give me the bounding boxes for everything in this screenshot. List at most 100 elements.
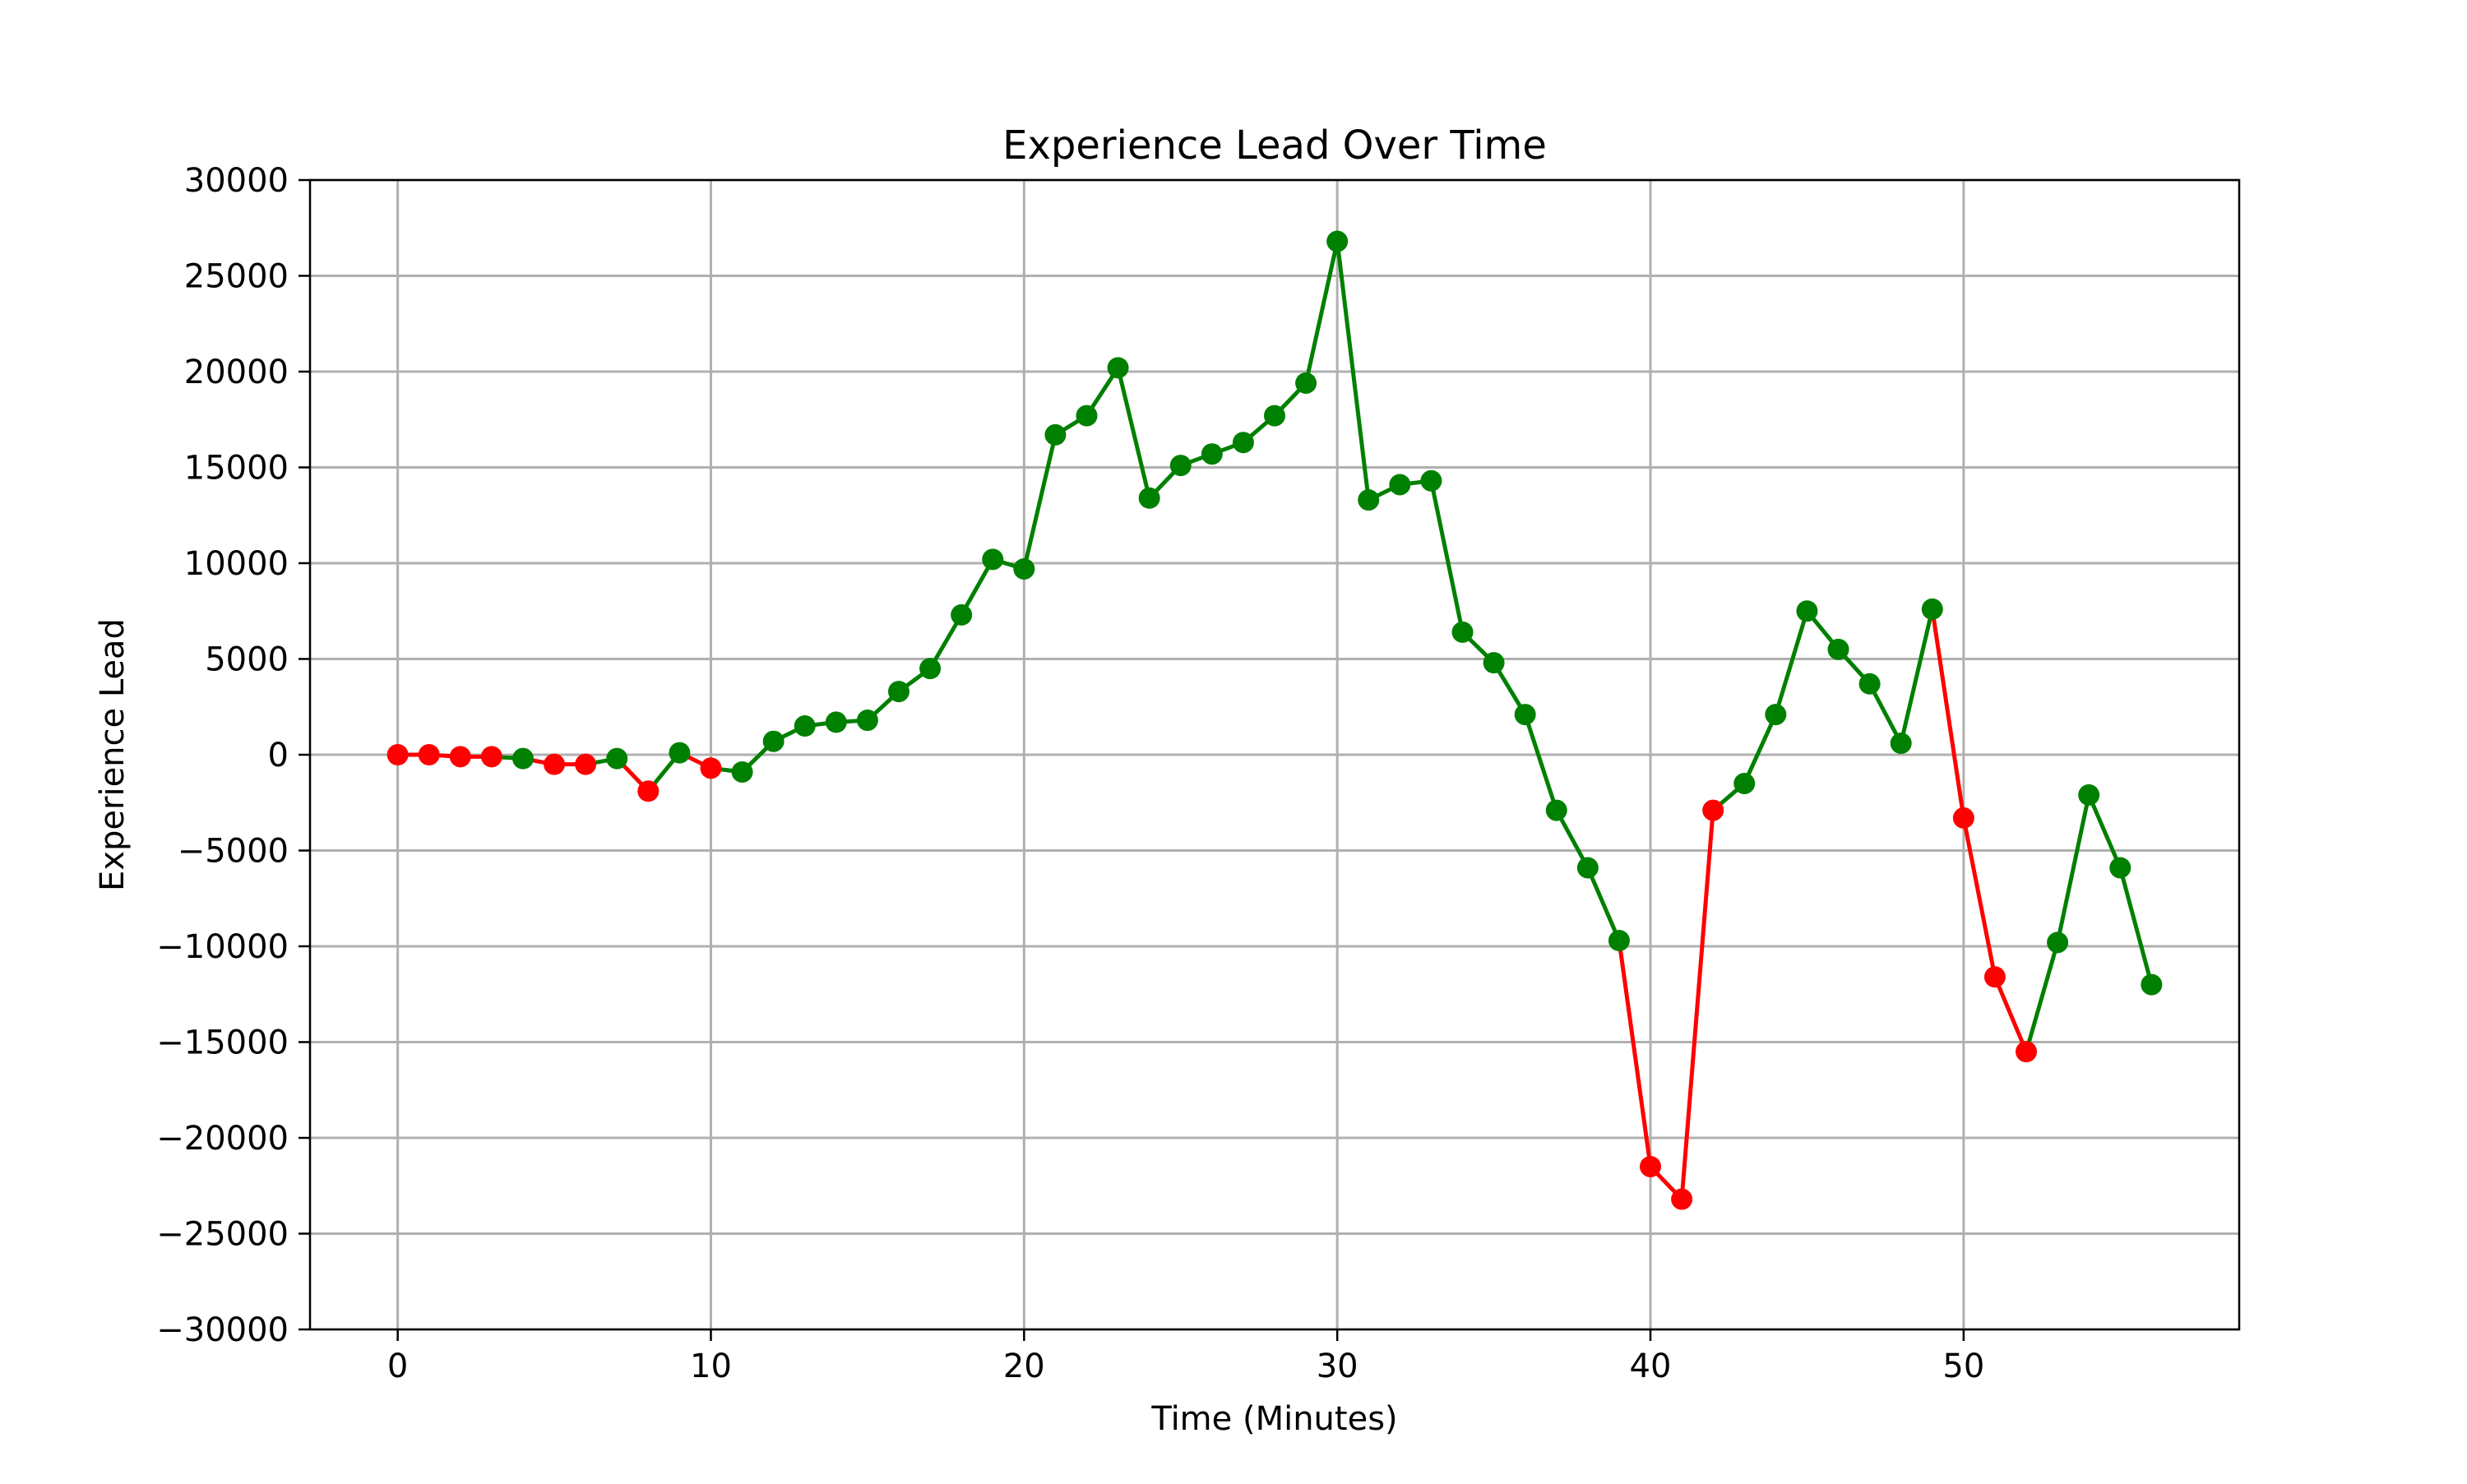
data-point [1232, 432, 1254, 454]
data-point [951, 603, 973, 626]
line-segment [1335, 239, 1371, 502]
y-tick-label: 10000 [184, 545, 289, 583]
data-point [1483, 652, 1505, 674]
x-tick-label: 10 [690, 1348, 732, 1385]
data-point [700, 757, 722, 779]
y-tick-label: −15000 [156, 1024, 289, 1062]
data-point [1921, 598, 1943, 620]
data-point [825, 711, 847, 733]
x-tick-label: 20 [1003, 1348, 1045, 1385]
data-point [1420, 469, 1442, 492]
y-tick-label: −30000 [156, 1311, 289, 1349]
data-point [794, 715, 816, 737]
data-point [982, 548, 1004, 571]
line-segment [1021, 432, 1058, 571]
line-segment [1303, 239, 1340, 386]
data-point [1138, 487, 1160, 509]
line-segment [1868, 682, 1904, 746]
data-point [2078, 784, 2100, 806]
line-segment [1428, 478, 1465, 635]
line-segment [2086, 793, 2122, 870]
line-segment [1523, 712, 1559, 813]
y-tick-label: 0 [268, 737, 289, 774]
data-point [1358, 489, 1380, 511]
data-point [637, 780, 660, 802]
line-segment [1773, 608, 1809, 717]
data-point [1702, 799, 1724, 821]
y-tick-label: 25000 [184, 258, 289, 296]
data-point [887, 681, 910, 703]
y-tick-label: −5000 [178, 833, 289, 871]
data-point [1733, 772, 1756, 794]
line-segment [1116, 365, 1152, 501]
data-point [1169, 455, 1192, 477]
data-point [606, 747, 628, 770]
y-tick-label: −20000 [156, 1120, 289, 1158]
x-tick-label: 30 [1317, 1348, 1358, 1385]
data-point [386, 744, 409, 765]
data-point [544, 753, 566, 775]
line-segment [1585, 865, 1622, 943]
data-point [669, 742, 691, 764]
y-tick-label: 15000 [184, 450, 289, 488]
line-segment [1993, 974, 2029, 1054]
data-point [575, 753, 597, 775]
axis-ticks: 0 10 20 30 40 50 −30000 −25000 −20000 −15000 −1000… [156, 162, 1984, 1385]
data-point [418, 744, 440, 765]
y-axis-label: Experience Lead [94, 618, 132, 891]
data-point [1201, 443, 1223, 465]
line-segment [1961, 816, 1997, 979]
grid [310, 178, 2239, 1331]
x-tick-label: 40 [1630, 1348, 1672, 1385]
data-point [1107, 357, 1129, 379]
x-axis-label: Time (Minutes) [1150, 1400, 1397, 1438]
data-point [762, 730, 785, 752]
data-point [449, 746, 471, 768]
data-point [2047, 932, 2069, 954]
data-point [856, 710, 878, 732]
line-segment [2055, 793, 2091, 945]
line-segment [1930, 607, 1966, 821]
data-point [2109, 857, 2131, 879]
data-point [1576, 857, 1599, 879]
data-point [1545, 799, 1567, 821]
data-point [1640, 1155, 1662, 1177]
data-point [1264, 405, 1285, 427]
data-point [1983, 966, 2006, 988]
data-point [1044, 423, 1067, 446]
data-point [1890, 733, 1912, 755]
chart-title: Experience Lead Over Time [1002, 123, 1547, 169]
data-point [919, 658, 942, 680]
line-segment [1742, 712, 1778, 786]
x-tick-label: 0 [387, 1348, 408, 1385]
data-point [2016, 1041, 2038, 1063]
data-point [1858, 673, 1881, 695]
line-segment [1679, 808, 1715, 1202]
data-point [731, 760, 753, 783]
y-tick-label: 5000 [205, 641, 289, 679]
data-point [1076, 405, 1098, 427]
data-point [1326, 230, 1349, 252]
y-tick-label: −10000 [156, 928, 289, 966]
data-point [511, 747, 534, 770]
x-tick-label: 50 [1942, 1348, 1984, 1385]
data-point [2141, 973, 2163, 996]
line-segment [2024, 940, 2060, 1054]
line-segment [1554, 808, 1590, 870]
data-point [1514, 704, 1536, 726]
data-point [1952, 807, 1974, 829]
series-points [386, 230, 2163, 1210]
y-tick-label: −25000 [156, 1216, 289, 1254]
y-tick-label: 20000 [184, 354, 289, 391]
data-point [1389, 474, 1411, 496]
line-segment [2118, 865, 2154, 987]
line-segment [1617, 938, 1653, 1169]
data-point [1827, 638, 1849, 660]
data-point [1796, 600, 1818, 622]
data-point [1295, 372, 1317, 394]
data-point [1671, 1188, 1693, 1210]
data-point [480, 746, 502, 768]
